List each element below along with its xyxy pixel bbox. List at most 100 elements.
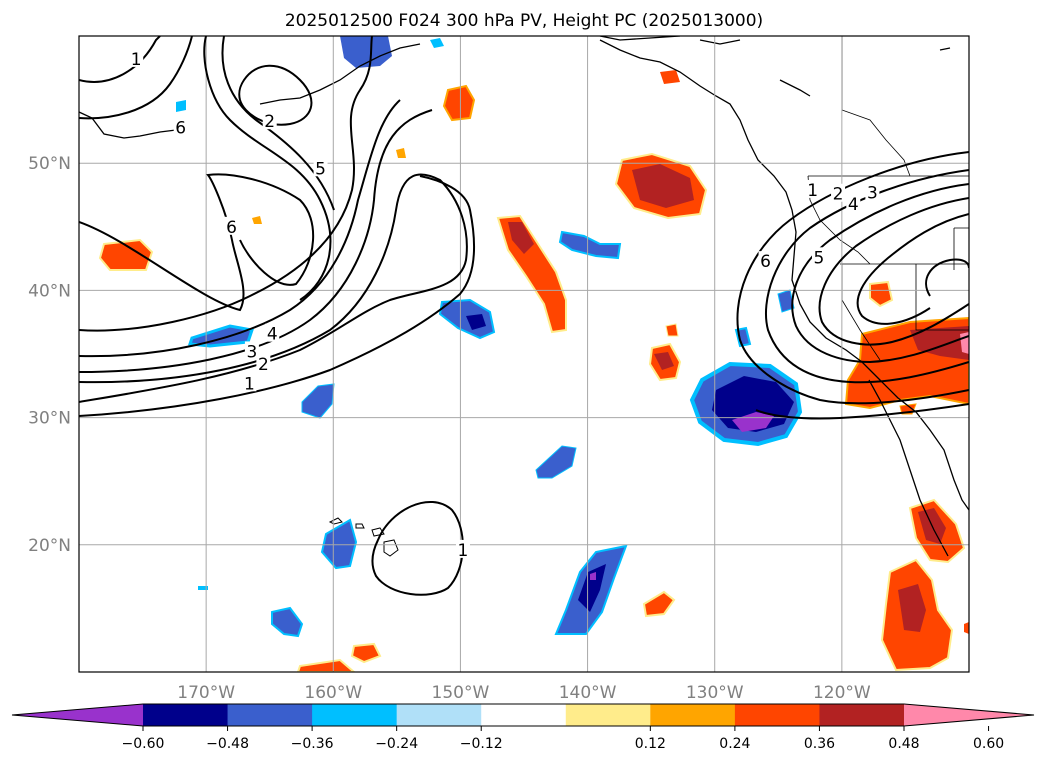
contour-label: 4 <box>848 195 859 215</box>
height-contour <box>764 169 969 384</box>
longitude-tick-label: 130°W <box>686 683 744 703</box>
pv-negative-region <box>438 298 496 340</box>
figure-title: 2025012500 F024 300 hPa PV, Height PC (2… <box>285 11 763 31</box>
height-contour <box>238 64 313 126</box>
longitude-tick-label: 170°W <box>177 683 235 703</box>
contour-label: 3 <box>247 342 258 362</box>
contour-label-background <box>265 323 280 342</box>
colorbar-extend-max <box>904 704 1034 726</box>
contour-label: 6 <box>175 119 186 139</box>
height-contour <box>79 173 314 312</box>
height-contour <box>79 99 401 358</box>
contour-label-background <box>129 48 144 67</box>
contour-label: 5 <box>315 159 326 179</box>
colorbar-segment <box>312 704 398 726</box>
height-contour <box>203 36 332 301</box>
colorbar-tick-label: −0.60 <box>122 736 165 752</box>
height-contour <box>221 36 335 211</box>
colorbar-segment <box>734 704 820 726</box>
latitude-tick-label: 50°N <box>28 154 71 174</box>
colorbar-segment <box>227 704 313 726</box>
pv-positive-region <box>442 84 476 122</box>
pv-positive-region <box>98 238 154 271</box>
contour-label-background <box>256 354 271 373</box>
height-contour <box>818 197 969 346</box>
height-contour <box>755 403 969 420</box>
height-contour <box>791 183 969 364</box>
height-contour <box>79 36 193 120</box>
latitude-tick-label: 20°N <box>28 536 71 556</box>
colorbar-tick-label: 0.60 <box>973 736 1004 752</box>
colorbar-segment <box>650 704 736 726</box>
height-contour <box>79 109 433 373</box>
contour-label-background <box>244 341 259 360</box>
colorbar-extend-min <box>12 704 143 726</box>
longitude-tick-label: 150°W <box>432 683 490 703</box>
contour-label-background <box>758 251 773 270</box>
contour-label: 1 <box>244 374 255 394</box>
height-contour <box>925 258 969 297</box>
colorbar-tick-label: −0.36 <box>291 736 334 752</box>
longitude-tick-label: 160°W <box>304 683 362 703</box>
contour-label-background <box>313 158 328 177</box>
contour-label: 3 <box>867 183 878 203</box>
colorbar-segment <box>565 704 651 726</box>
map-frame <box>78 35 970 673</box>
contour-label-background <box>224 216 239 235</box>
hawaii-islands <box>328 517 399 557</box>
contour-label: 1 <box>807 181 818 201</box>
gridlines <box>79 36 969 672</box>
pv-negative-region <box>301 383 335 419</box>
colorbar-tick-label: −0.24 <box>375 736 418 752</box>
contour-label: 6 <box>760 252 771 272</box>
contour-label-background <box>242 373 257 392</box>
colorbar-tick-label: 0.12 <box>635 736 666 752</box>
latitude-labels: 50°N 40°N 30°N 20°N <box>28 154 71 556</box>
height-contour <box>79 175 475 417</box>
contour-label-background <box>262 111 277 130</box>
contour-label-background <box>455 539 470 558</box>
contour-label: 2 <box>258 355 269 375</box>
colorbar-tick-label: −0.48 <box>206 736 249 752</box>
pv-positive-region <box>496 214 567 334</box>
latitude-tick-label: 30°N <box>28 409 71 429</box>
contour-label-background <box>811 247 826 266</box>
pv-negative-region <box>535 445 577 479</box>
pv-shading <box>98 36 969 672</box>
longitude-tick-label: 120°W <box>813 683 871 703</box>
contour-label: 5 <box>814 248 825 268</box>
colorbar-segment <box>481 704 567 726</box>
contour-label: 2 <box>833 185 844 205</box>
contour-label-background <box>846 193 861 212</box>
height-contour <box>79 36 373 332</box>
colorbar-tick-label: −0.12 <box>460 736 503 752</box>
contour-label: 1 <box>458 541 469 561</box>
height-contours <box>79 36 969 596</box>
contour-label-background <box>805 179 820 198</box>
pv-negative-region <box>340 36 392 68</box>
height-contour <box>79 173 468 403</box>
colorbar-segment <box>396 704 482 726</box>
contour-label: 1 <box>131 50 142 70</box>
longitude-labels: 170°W 160°W 150°W 140°W 130°W 120°W <box>177 683 871 703</box>
colorbar-segment <box>819 704 905 726</box>
colorbar-tick-label: 0.36 <box>804 736 835 752</box>
latitude-tick-label: 40°N <box>28 281 71 301</box>
height-contour <box>79 36 161 83</box>
contour-label-background <box>865 182 880 201</box>
pv-negative-region <box>558 230 622 260</box>
height-contour <box>856 213 969 325</box>
colorbar-tick-label: 0.48 <box>888 736 919 752</box>
contour-label: 6 <box>226 218 237 238</box>
colorbar-segment <box>143 704 229 726</box>
contour-label: 4 <box>267 325 278 345</box>
colorbar: −0.60 −0.48 −0.36 −0.24 −0.12 0.12 0.24 0.36 0.4… <box>11 703 1035 752</box>
contour-label-background <box>831 183 846 202</box>
contour-label-background <box>173 117 188 136</box>
contour-label: 2 <box>264 112 275 132</box>
longitude-tick-label: 140°W <box>559 683 617 703</box>
height-contour <box>371 500 464 596</box>
